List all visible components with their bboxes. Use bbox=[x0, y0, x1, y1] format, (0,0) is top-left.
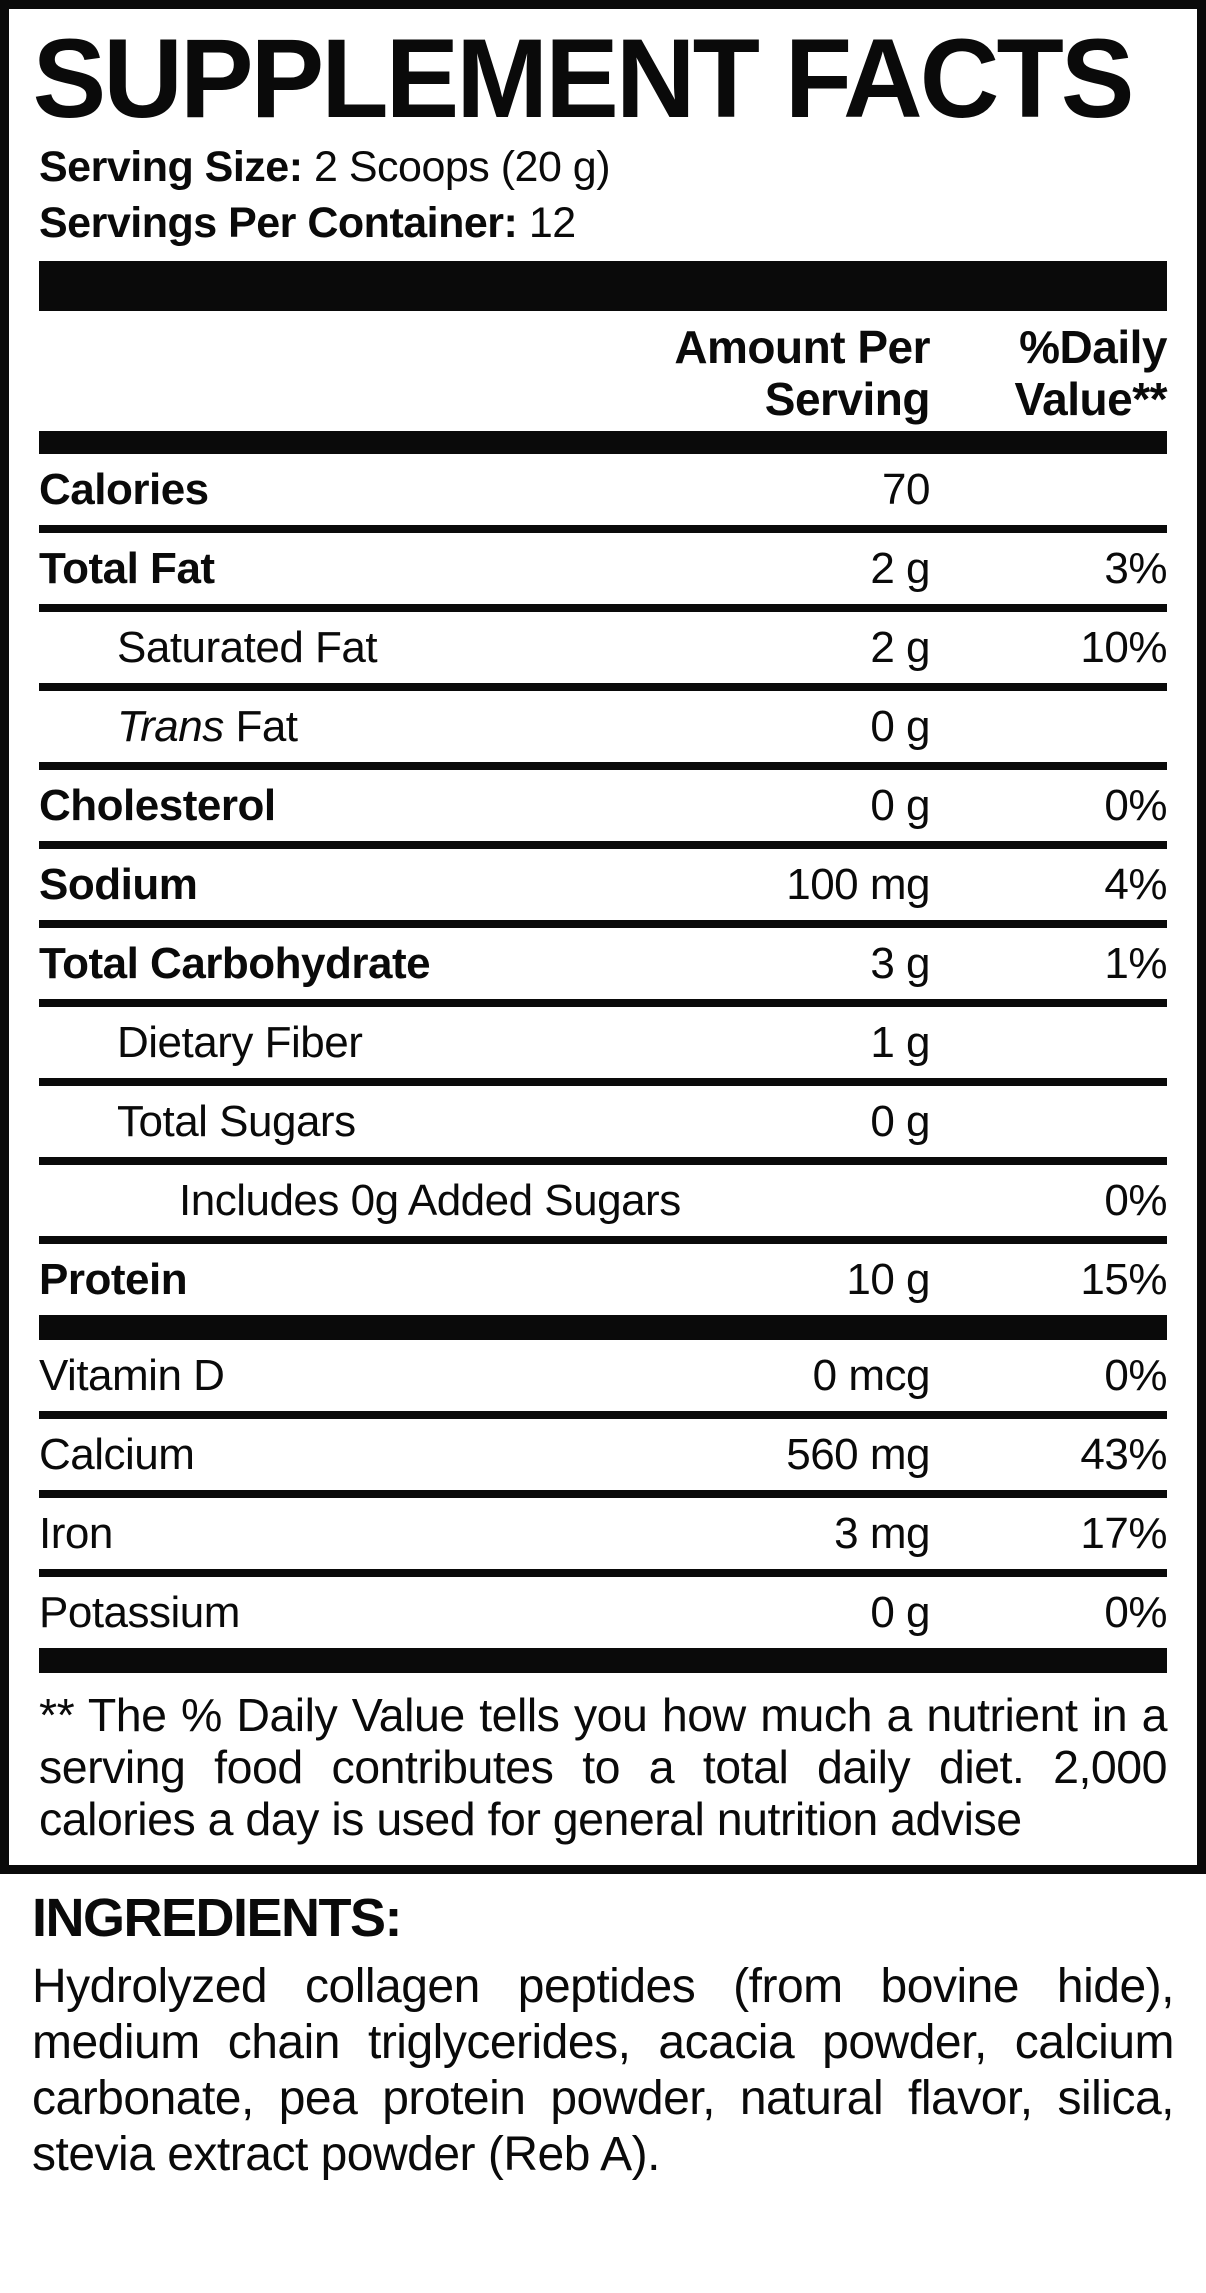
amount-header-line2: Serving bbox=[764, 373, 931, 425]
nutrient-amount: 10 g bbox=[846, 1254, 930, 1304]
divider bbox=[39, 999, 1167, 1007]
divider bbox=[39, 1078, 1167, 1086]
nutrient-name: Total Carbohydrate bbox=[39, 938, 431, 988]
serving-size-line: Serving Size: 2 Scoops (20 g) bbox=[39, 139, 1167, 195]
nutrient-dv: 17% bbox=[1080, 1508, 1167, 1558]
nutrient-amount: 0 g bbox=[870, 1096, 930, 1146]
nutrient-name-italic: Trans bbox=[117, 701, 224, 751]
nutrient-dv: 1% bbox=[1104, 938, 1167, 988]
nutrient-dv: 0% bbox=[1104, 1350, 1167, 1400]
serving-size-value: 2 Scoops (20 g) bbox=[313, 143, 611, 191]
row-trans-fat: Trans Fat 0 g bbox=[9, 691, 1197, 762]
column-header-row: Amount Per Serving %Daily Value** bbox=[9, 311, 1197, 431]
nutrient-name: Trans Fat bbox=[39, 702, 870, 752]
row-potassium: Potassium 0 g 0% bbox=[9, 1577, 1197, 1648]
nutrient-amount: 0 mcg bbox=[812, 1350, 931, 1400]
row-calcium: Calcium 560 mg 43% bbox=[9, 1419, 1197, 1490]
daily-value-footnote: ** The % Daily Value tells you how much … bbox=[39, 1689, 1168, 1845]
row-total-fat: Total Fat 2 g 3% bbox=[9, 533, 1197, 604]
divider bbox=[39, 1569, 1167, 1577]
nutrient-name: Sodium bbox=[39, 859, 198, 909]
nutrient-name: Vitamin D bbox=[39, 1350, 225, 1400]
nutrient-name: Potassium bbox=[39, 1587, 240, 1637]
divider bbox=[39, 762, 1167, 770]
nutrient-amount: 3 g bbox=[870, 938, 930, 988]
nutrient-name: Total Fat bbox=[39, 543, 215, 593]
divider bbox=[39, 1411, 1167, 1419]
nutrient-name: Calcium bbox=[39, 1429, 195, 1479]
supplement-facts-label: SUPPLEMENT FACTS Serving Size: 2 Scoops … bbox=[0, 0, 1206, 2189]
amount-header-line1: Amount Per bbox=[674, 321, 930, 373]
divider bbox=[39, 525, 1167, 533]
row-calories: Calories 70 bbox=[9, 454, 1197, 525]
nutrient-amount: 0 g bbox=[870, 1587, 930, 1637]
row-total-carbohydrate: Total Carbohydrate 3 g 1% bbox=[9, 928, 1197, 999]
nutrient-amount: 2 g bbox=[870, 622, 930, 672]
nutrient-amount: 560 mg bbox=[786, 1429, 930, 1479]
divider bbox=[39, 604, 1167, 612]
ingredients-heading: INGREDIENTS: bbox=[32, 1888, 403, 1948]
ingredients-text: Hydrolyzed collagen peptides (from bovin… bbox=[32, 1959, 1175, 2181]
nutrient-name: Calories bbox=[39, 464, 209, 514]
nutrient-amount: 1 g bbox=[870, 1017, 930, 1067]
nutrient-dv: 0% bbox=[1104, 1587, 1167, 1637]
dv-header-line2: Value** bbox=[1014, 373, 1168, 425]
divider-thick-bottom bbox=[39, 1648, 1167, 1673]
serving-info: Serving Size: 2 Scoops (20 g) Servings P… bbox=[9, 135, 1197, 251]
row-total-sugars: Total Sugars 0 g bbox=[9, 1086, 1197, 1157]
nutrient-amount: 2 g bbox=[870, 543, 930, 593]
facts-box: SUPPLEMENT FACTS Serving Size: 2 Scoops … bbox=[0, 0, 1206, 1874]
nutrient-name: Iron bbox=[39, 1508, 113, 1558]
divider bbox=[39, 1236, 1167, 1244]
divider bbox=[39, 1157, 1167, 1165]
row-vitamin-d: Vitamin D 0 mcg 0% bbox=[9, 1340, 1197, 1411]
nutrient-dv: 0% bbox=[1104, 1175, 1167, 1225]
nutrient-dv: 10% bbox=[1080, 622, 1167, 672]
nutrient-dv: 0% bbox=[1104, 780, 1167, 830]
divider-thick-top bbox=[39, 261, 1167, 311]
nutrient-dv: 43% bbox=[1080, 1429, 1167, 1479]
daily-value-header: %Daily Value** bbox=[930, 321, 1168, 425]
nutrient-amount: 70 bbox=[882, 464, 930, 514]
serving-size-label: Serving Size: bbox=[39, 143, 303, 191]
nutrient-dv: 4% bbox=[1104, 859, 1167, 909]
nutrient-name: Cholesterol bbox=[39, 780, 276, 830]
row-dietary-fiber: Dietary Fiber 1 g bbox=[9, 1007, 1197, 1078]
nutrient-dv: 3% bbox=[1104, 543, 1167, 593]
nutrient-amount: 100 mg bbox=[786, 859, 930, 909]
divider-thick-protein bbox=[39, 1315, 1167, 1340]
divider bbox=[39, 1490, 1167, 1498]
nutrient-amount: 3 mg bbox=[834, 1508, 930, 1558]
facts-title: SUPPLEMENT FACTS bbox=[32, 16, 1135, 141]
divider-header bbox=[39, 431, 1167, 454]
divider bbox=[39, 841, 1167, 849]
nutrient-name: Total Sugars bbox=[117, 1096, 356, 1146]
row-iron: Iron 3 mg 17% bbox=[9, 1498, 1197, 1569]
row-saturated-fat: Saturated Fat 2 g 10% bbox=[9, 612, 1197, 683]
servings-per-container-value: 12 bbox=[528, 199, 576, 247]
nutrient-name: Dietary Fiber bbox=[117, 1017, 363, 1067]
amount-per-serving-header: Amount Per Serving bbox=[674, 321, 930, 425]
nutrient-name: Includes 0g Added Sugars bbox=[179, 1175, 681, 1225]
dv-header-line1: %Daily bbox=[1019, 321, 1167, 373]
ingredients-section: INGREDIENTS: Hydrolyzed collagen peptide… bbox=[0, 1874, 1206, 2189]
nutrient-dv: 15% bbox=[1080, 1254, 1167, 1304]
divider bbox=[39, 683, 1167, 691]
nutrient-amount: 0 g bbox=[870, 780, 930, 830]
divider bbox=[39, 920, 1167, 928]
nutrient-name: Saturated Fat bbox=[117, 622, 378, 672]
row-protein: Protein 10 g 15% bbox=[9, 1244, 1197, 1315]
row-added-sugars: Includes 0g Added Sugars 0% bbox=[9, 1165, 1197, 1236]
nutrient-amount: 0 g bbox=[870, 701, 930, 751]
nutrient-name-text: Fat bbox=[223, 701, 298, 751]
header-spacer bbox=[39, 321, 674, 425]
row-sodium: Sodium 100 mg 4% bbox=[9, 849, 1197, 920]
servings-per-container-line: Servings Per Container: 12 bbox=[39, 195, 1167, 251]
nutrient-name: Protein bbox=[39, 1254, 188, 1304]
servings-per-container-label: Servings Per Container: bbox=[39, 199, 518, 247]
row-cholesterol: Cholesterol 0 g 0% bbox=[9, 770, 1197, 841]
